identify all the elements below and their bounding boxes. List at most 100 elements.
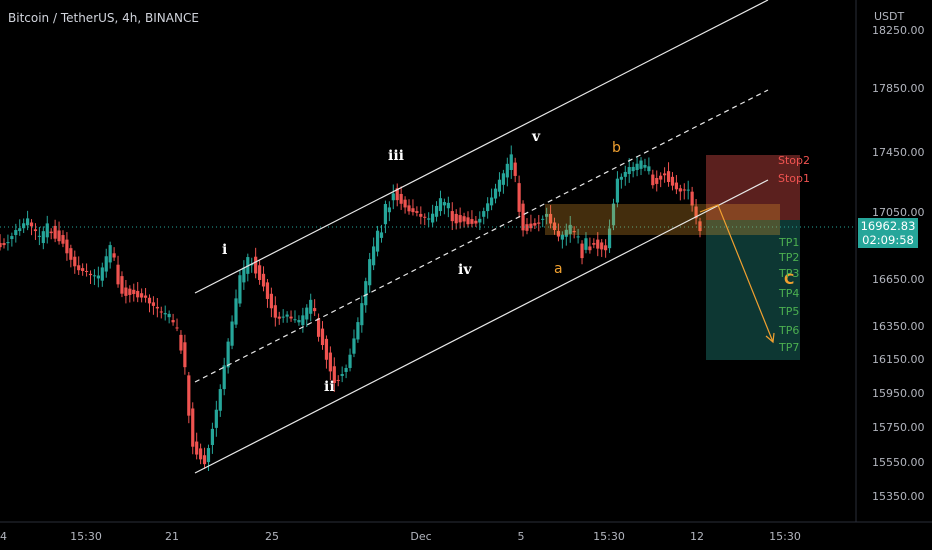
candle-body bbox=[446, 202, 450, 209]
candle-body bbox=[493, 188, 498, 199]
candle-body bbox=[88, 273, 93, 276]
candle-body bbox=[352, 338, 356, 354]
candle-body bbox=[395, 188, 399, 201]
wave-label-c: C bbox=[784, 272, 794, 288]
candle-body bbox=[564, 229, 568, 237]
price-tick-label: 15750.00 bbox=[872, 421, 925, 434]
candle-body bbox=[454, 213, 458, 224]
candle-body bbox=[466, 217, 470, 225]
candle-body bbox=[92, 275, 97, 277]
candle-body bbox=[309, 299, 313, 314]
symbol-title[interactable]: Bitcoin / TetherUS, 4h, BINANCE bbox=[8, 11, 199, 25]
candle-body bbox=[140, 293, 144, 298]
candle-body bbox=[269, 293, 273, 309]
projection-path bbox=[699, 204, 774, 343]
candle-body bbox=[77, 265, 81, 271]
last-price-tag: 16962.83 02:09:58 bbox=[858, 218, 918, 248]
channel-mid-line bbox=[194, 89, 769, 383]
candle-body bbox=[202, 455, 207, 465]
candle-body bbox=[434, 205, 439, 217]
time-tick-label: 4 bbox=[0, 530, 7, 543]
wave-label-i: i bbox=[222, 242, 227, 258]
candle-body bbox=[548, 213, 553, 224]
candle-body bbox=[53, 225, 57, 239]
candle-body bbox=[419, 213, 423, 217]
candle-body bbox=[96, 275, 100, 279]
channel-upper-line bbox=[194, 0, 769, 294]
price-tick-label: 15550.00 bbox=[872, 456, 925, 469]
candle-body bbox=[482, 211, 486, 217]
candle-body bbox=[65, 239, 69, 254]
entry-zone-box bbox=[545, 204, 780, 235]
candle-body bbox=[183, 342, 187, 368]
candle-body bbox=[458, 215, 462, 223]
candle-body bbox=[391, 193, 395, 201]
time-tick-label: 21 bbox=[165, 530, 179, 543]
candle-body bbox=[147, 297, 152, 304]
candle-body bbox=[336, 379, 340, 381]
candle-body bbox=[324, 338, 329, 360]
candle-body bbox=[619, 176, 623, 180]
price-tick-label: 17850.00 bbox=[872, 82, 925, 95]
candle-body bbox=[360, 303, 364, 326]
candle-body bbox=[277, 316, 281, 319]
price-tick-label: 16650.00 bbox=[872, 273, 925, 286]
price-axis-ticks[interactable]: 18250.00 17850.00 17450.00 17050.00 16650.00… bbox=[872, 24, 925, 503]
candle-body bbox=[387, 207, 391, 213]
candle-body bbox=[206, 448, 211, 463]
candle-body bbox=[116, 264, 120, 285]
candle-body bbox=[195, 441, 199, 455]
candle-body bbox=[368, 259, 372, 286]
candle-body bbox=[513, 162, 517, 176]
candle-body bbox=[159, 311, 163, 313]
candle-body bbox=[489, 197, 494, 206]
candle-body bbox=[73, 256, 77, 267]
candles bbox=[0, 145, 702, 471]
candle-body bbox=[670, 176, 675, 186]
candle-body bbox=[45, 223, 49, 238]
candle-body bbox=[682, 189, 686, 191]
candle-body bbox=[521, 203, 525, 231]
candle-body bbox=[450, 211, 454, 222]
candle-body bbox=[576, 236, 580, 238]
price-tick-label: 18250.00 bbox=[872, 24, 925, 37]
candle-body bbox=[501, 173, 505, 185]
candle-body bbox=[57, 230, 61, 242]
candle-body bbox=[627, 167, 631, 174]
candle-body bbox=[663, 173, 667, 176]
candle-body bbox=[124, 287, 128, 296]
candle-body bbox=[61, 235, 65, 244]
candle-body bbox=[611, 203, 616, 226]
candle-body bbox=[128, 288, 132, 295]
last-price-value: 16962.83 bbox=[860, 219, 916, 233]
time-axis-ticks[interactable]: 4 15:30 21 25 Dec 5 15:30 12 15:30 bbox=[0, 530, 801, 543]
candle-body bbox=[407, 205, 411, 212]
candle-body bbox=[659, 175, 663, 180]
candle-body bbox=[556, 231, 561, 237]
candle-body bbox=[328, 352, 332, 372]
candle-body bbox=[399, 193, 403, 204]
candle-body bbox=[415, 211, 419, 213]
price-tick-label: 16350.00 bbox=[872, 320, 925, 333]
candle-body bbox=[257, 265, 262, 280]
candle-body bbox=[604, 245, 608, 251]
candle-body bbox=[643, 164, 647, 168]
candle-body bbox=[14, 230, 18, 236]
stop2-label: Stop2 bbox=[778, 154, 810, 167]
candle-body bbox=[301, 315, 305, 326]
candle-body bbox=[313, 308, 317, 312]
candle-body bbox=[427, 218, 431, 220]
candle-body bbox=[332, 366, 336, 384]
wave-label-b: b bbox=[612, 140, 621, 156]
candle-body bbox=[108, 245, 112, 263]
candle-body bbox=[537, 222, 541, 224]
candle-body bbox=[340, 374, 344, 376]
tp5-label: TP5 bbox=[778, 305, 799, 318]
time-tick-label: 5 bbox=[518, 530, 525, 543]
candle-body bbox=[545, 213, 549, 217]
price-tick-label: 17450.00 bbox=[872, 146, 925, 159]
candle-body bbox=[155, 306, 159, 309]
candle-body bbox=[136, 290, 140, 298]
wave-label-a: a bbox=[554, 261, 563, 277]
